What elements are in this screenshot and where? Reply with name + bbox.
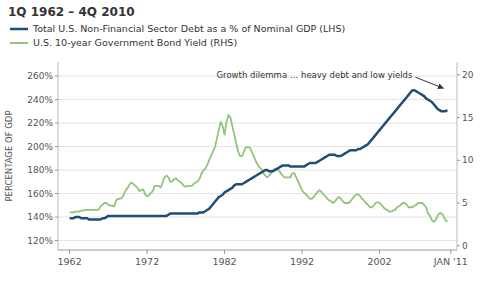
series-line [70, 115, 448, 222]
y2-axis-line [457, 62, 458, 250]
chart: 1Q 1962 – 4Q 2010 Total U.S. Non-Financia… [0, 0, 491, 286]
grid-line [58, 193, 457, 194]
plot-area [70, 90, 448, 222]
legend-label: U.S. 10-year Government Bond Yield (RHS) [33, 37, 237, 48]
x-tick-label: 1962 [58, 256, 82, 267]
grid-line [58, 99, 457, 100]
x-tick [224, 250, 225, 254]
y2-tick-label: 10 [462, 155, 474, 165]
y-tick [55, 99, 58, 100]
annotation-arrow [415, 77, 443, 88]
y2-tick [457, 203, 460, 204]
x-tick [379, 250, 380, 254]
x-tick-label: 1992 [290, 256, 314, 267]
background [0, 0, 491, 286]
y2-tick-label: 0 [462, 241, 468, 251]
y-tick [55, 193, 58, 194]
grid-line [58, 123, 457, 124]
legend-swatch [10, 42, 28, 44]
y-tick-label: 120% [27, 236, 53, 246]
y-tick [55, 217, 58, 218]
x-tick [69, 250, 70, 254]
x-axis-line [58, 250, 457, 251]
y-tick-label: 140% [27, 212, 53, 222]
x-tick-label: 1972 [135, 256, 159, 267]
y-tick-label: 240% [27, 95, 53, 105]
y2-tick-label: 15 [462, 113, 473, 123]
y-tick [55, 146, 58, 147]
grid-line [58, 146, 457, 147]
legend-swatch [10, 28, 28, 31]
x-tick-label: 2002 [367, 256, 391, 267]
y2-tick [457, 245, 460, 246]
y-tick-label: 200% [27, 142, 53, 152]
y2-tick-label: 5 [462, 198, 468, 208]
x-tick [302, 250, 303, 254]
y-tick-label: 220% [27, 118, 53, 128]
grid-line [58, 240, 457, 241]
y-tick-label: 260% [27, 71, 53, 81]
y2-tick-label: 20 [462, 70, 474, 80]
annotation: Growth dilemma … heavy debt and low yiel… [217, 70, 413, 80]
y2-tick [457, 117, 460, 118]
y2-tick [457, 74, 460, 75]
legend-label: Total U.S. Non-Financial Sector Debt as … [32, 23, 345, 34]
title: 1Q 1962 – 4Q 2010 [8, 5, 135, 19]
x-tick [450, 250, 451, 254]
grid-line [58, 170, 457, 171]
y-tick [55, 170, 58, 171]
y-axis-line [58, 62, 59, 250]
x-tick-label: JAN '11 [433, 256, 468, 267]
x-tick-label: 1982 [212, 256, 236, 267]
x-tick [147, 250, 148, 254]
y2-tick [457, 160, 460, 161]
series-line [70, 90, 448, 219]
y-tick-label: 160% [27, 189, 53, 199]
y-tick [55, 240, 58, 241]
y-tick [55, 76, 58, 77]
y-tick-label: 180% [27, 165, 53, 175]
y-axis-label: PERCENTAGE OF GDP [4, 110, 14, 201]
y-tick [55, 123, 58, 124]
